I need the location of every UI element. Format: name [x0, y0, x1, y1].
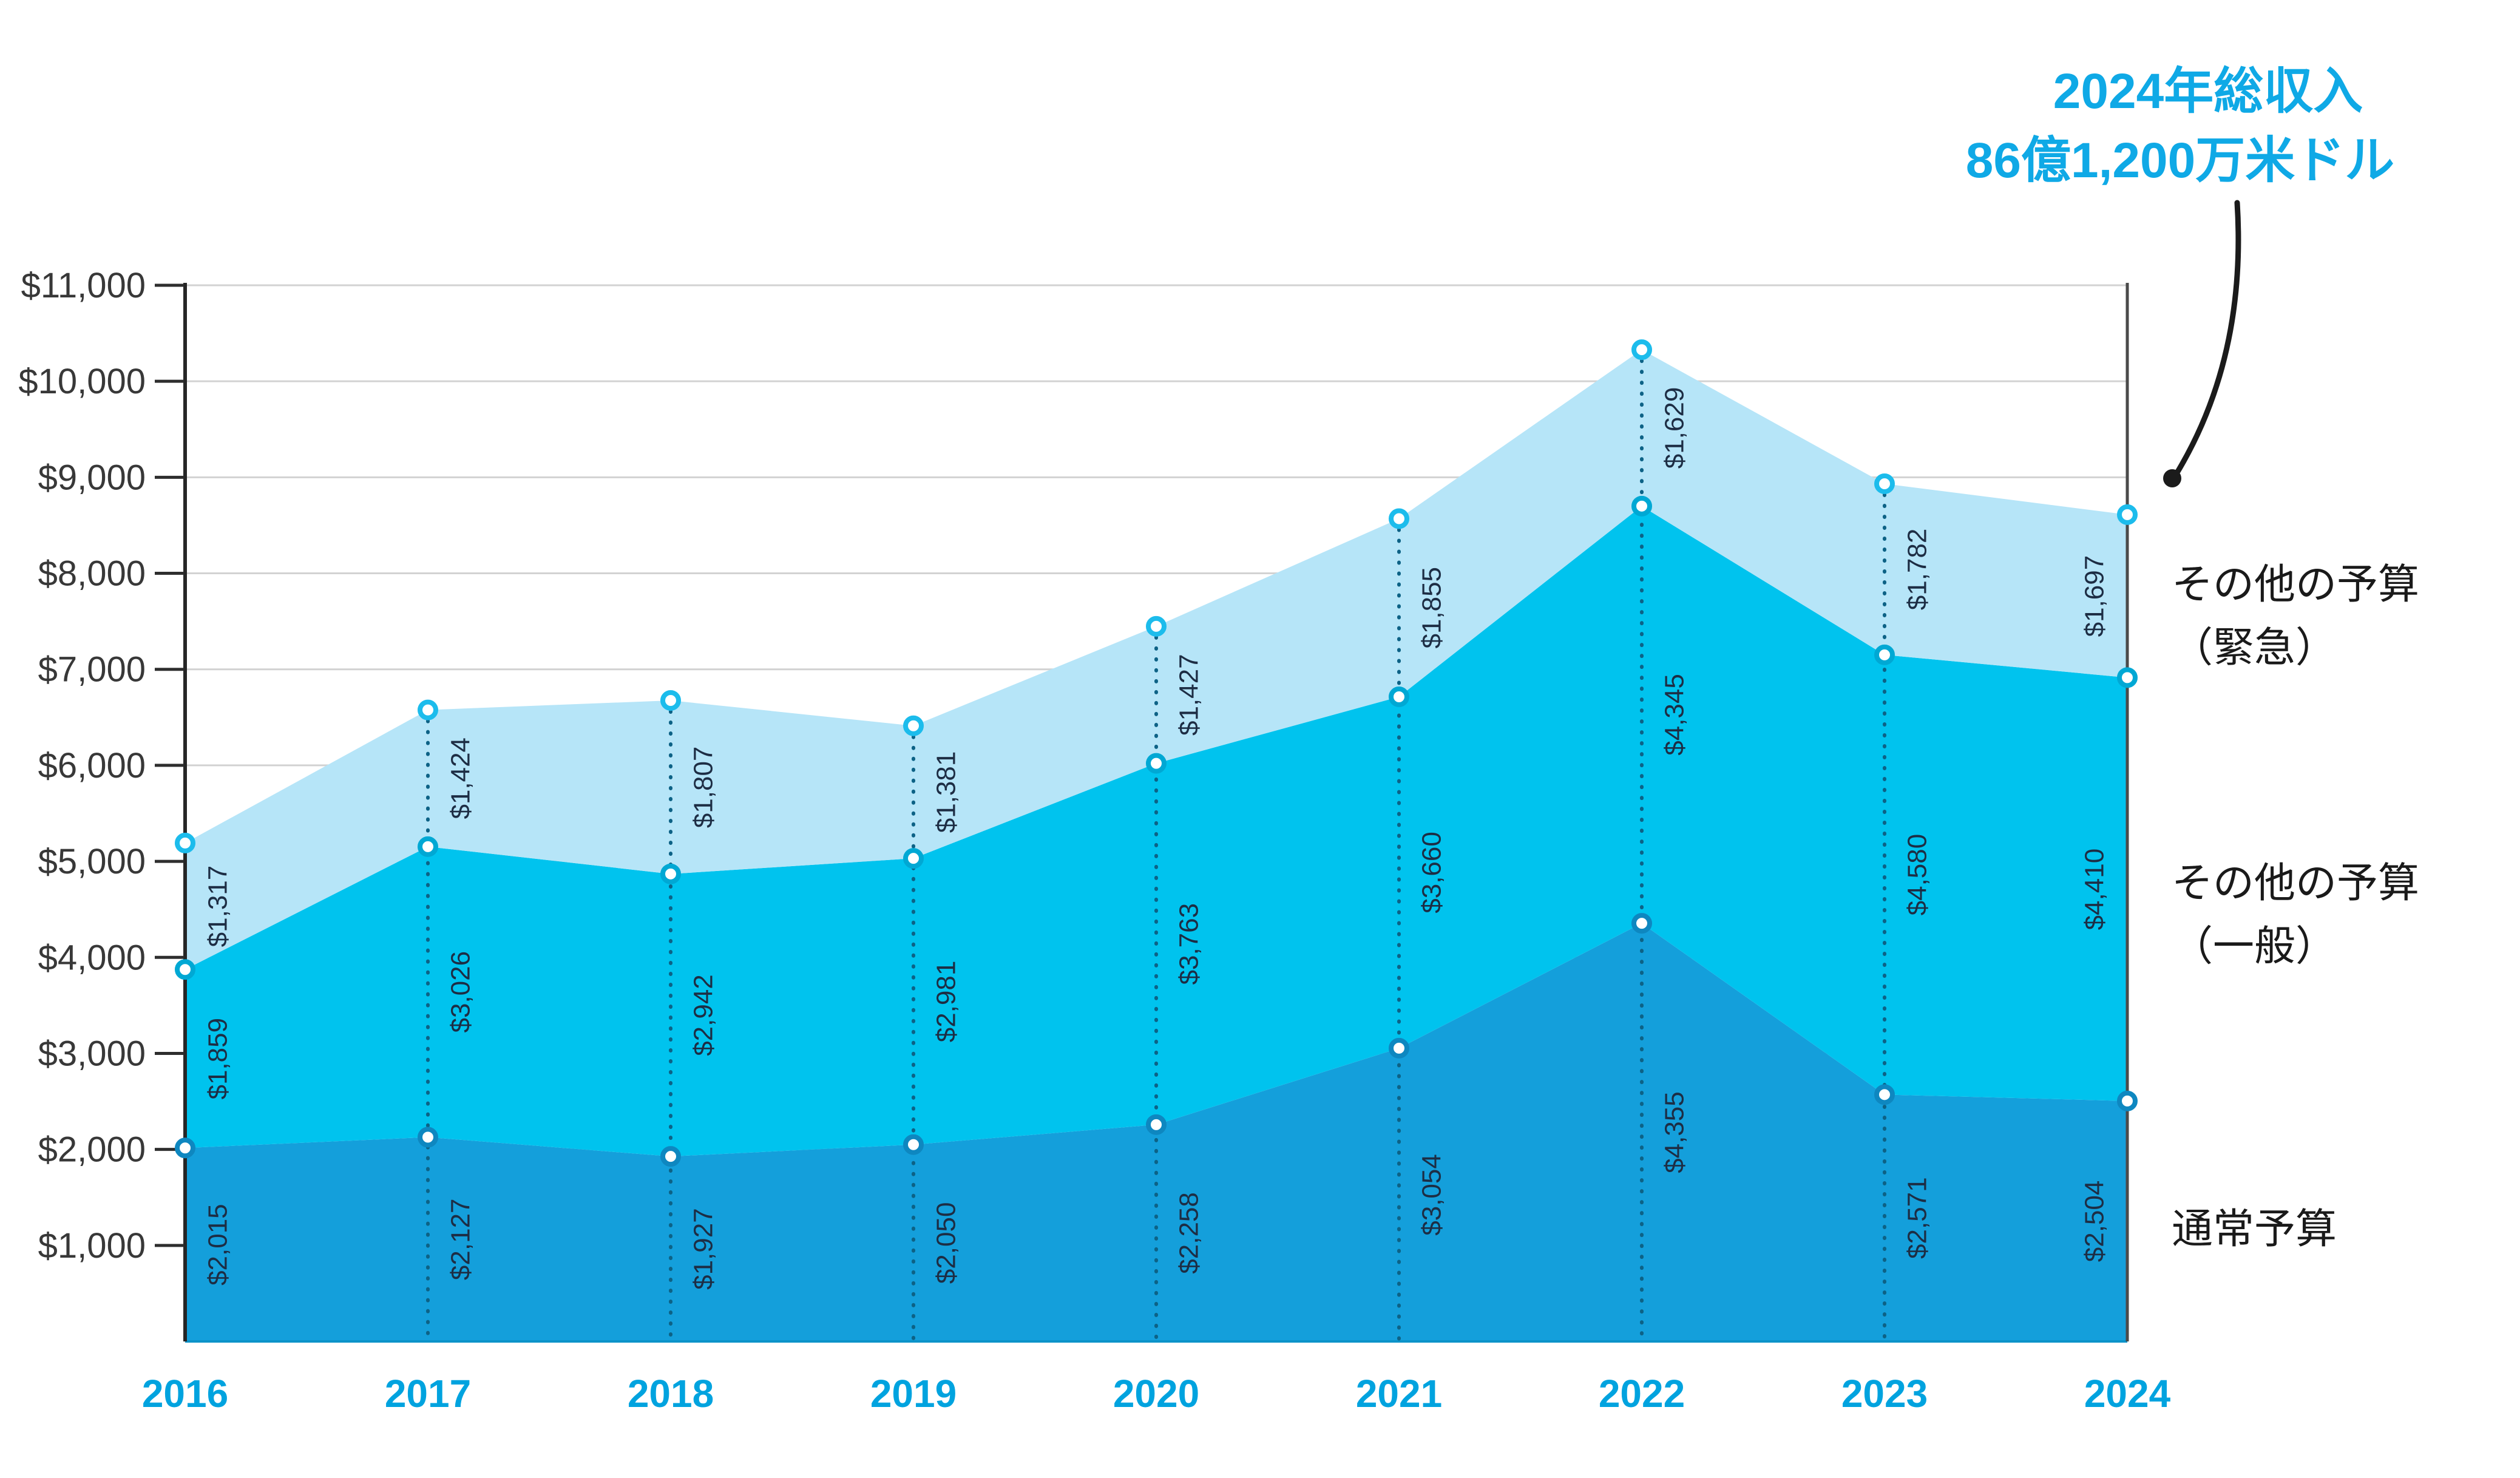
value-label: $1,427	[1174, 654, 1204, 736]
value-label: $1,782	[1903, 529, 1932, 611]
annotation-title-line2: 86億1,200万米ドル	[1966, 133, 2394, 188]
value-label: $2,504	[2080, 1181, 2110, 1263]
data-point-marker	[903, 848, 924, 869]
data-point-marker	[1146, 753, 1167, 774]
data-point-marker	[660, 863, 681, 884]
data-point-marker	[2117, 1090, 2138, 1111]
value-label: $2,571	[1903, 1177, 1932, 1259]
data-point-marker	[2117, 667, 2138, 688]
data-point-marker	[903, 1134, 924, 1155]
y-axis-label: $1,000	[38, 1226, 146, 1266]
data-point-marker	[418, 699, 438, 720]
data-point-marker	[1874, 473, 1895, 494]
y-axis-label: $3,000	[38, 1034, 146, 1073]
x-axis-label-2022: 2022	[1599, 1372, 1685, 1415]
value-label: $1,317	[203, 866, 233, 947]
value-label: $2,015	[203, 1204, 233, 1286]
y-axis-label: $9,000	[38, 458, 146, 497]
value-label: $2,050	[932, 1202, 961, 1284]
value-label: $3,763	[1174, 903, 1204, 985]
value-label: $1,697	[2080, 555, 2110, 637]
data-point-marker	[1389, 1037, 1409, 1059]
x-axis-label-2023: 2023	[1841, 1372, 1928, 1415]
data-point-marker	[660, 690, 681, 711]
data-point-marker	[418, 836, 438, 857]
legend-regular: 通常予算	[2172, 1206, 2337, 1252]
data-point-marker	[175, 1137, 195, 1159]
data-point-marker	[1389, 686, 1409, 707]
y-axis-label: $8,000	[38, 554, 146, 594]
value-label: $1,424	[446, 737, 476, 819]
value-label: $4,410	[2080, 849, 2110, 931]
value-label: $2,981	[932, 961, 961, 1043]
value-label: $1,859	[203, 1018, 233, 1100]
y-axis-label: $6,000	[38, 746, 146, 785]
data-point-marker	[175, 959, 195, 980]
data-point-marker	[1631, 913, 1652, 934]
data-point-marker	[2117, 504, 2138, 525]
data-point-marker	[903, 715, 924, 736]
legend-general-line1: その他の予算	[2172, 860, 2419, 906]
value-label: $1,855	[1417, 567, 1447, 649]
value-label: $1,629	[1660, 387, 1690, 469]
x-axis-label-2024: 2024	[2084, 1372, 2171, 1415]
data-point-marker	[418, 1127, 438, 1148]
value-label: $1,807	[689, 747, 719, 829]
x-axis-label-2021: 2021	[1356, 1372, 1442, 1415]
x-axis-label-2018: 2018	[628, 1372, 714, 1415]
value-label: $3,054	[1417, 1154, 1447, 1236]
value-label: $2,942	[689, 974, 719, 1056]
value-label: $2,258	[1174, 1192, 1204, 1274]
x-axis-label-2016: 2016	[142, 1372, 228, 1415]
legend-emergency-line1: その他の予算	[2172, 561, 2419, 608]
x-axis-label-2017: 2017	[385, 1372, 471, 1415]
y-axis-label: $10,000	[18, 362, 146, 401]
y-axis-label: $11,000	[21, 266, 146, 305]
data-point-marker	[1389, 508, 1409, 529]
y-axis-label: $5,000	[38, 842, 146, 881]
data-point-marker	[1631, 495, 1652, 517]
y-axis-label: $7,000	[38, 650, 146, 690]
annotation-connector-line	[2173, 200, 2241, 478]
x-axis-label-2019: 2019	[870, 1372, 957, 1415]
data-point-marker	[1874, 644, 1895, 665]
value-label: $4,345	[1660, 674, 1690, 756]
x-axis-label-2020: 2020	[1113, 1372, 1199, 1415]
legend-general-line2: （一般）	[2172, 923, 2337, 969]
value-label: $4,580	[1903, 834, 1932, 916]
data-point-marker	[660, 1146, 681, 1167]
y-axis-label: $4,000	[38, 938, 146, 977]
annotation-title-line1: 2024年総収入	[2053, 64, 2363, 119]
annotation-dot	[2163, 469, 2181, 487]
data-point-marker	[1631, 339, 1652, 361]
legend-emergency-line2: （緊急）	[2172, 625, 2337, 671]
value-label: $1,927	[689, 1208, 719, 1290]
value-label: $2,127	[446, 1198, 476, 1280]
value-label: $3,660	[1417, 832, 1447, 914]
y-axis-label: $2,000	[38, 1130, 146, 1170]
data-point-marker	[175, 832, 195, 853]
chart-plot-area: $1,000 $2,000 $3,000 $4,000 $5,000 $6,000 $7,0…	[18, 266, 2170, 1415]
value-label: $3,026	[446, 951, 476, 1033]
value-label: $1,381	[932, 751, 961, 833]
value-label: $4,355	[1660, 1091, 1690, 1173]
data-point-marker	[1146, 1114, 1167, 1135]
data-point-marker	[1146, 615, 1167, 637]
data-point-marker	[1874, 1084, 1895, 1105]
